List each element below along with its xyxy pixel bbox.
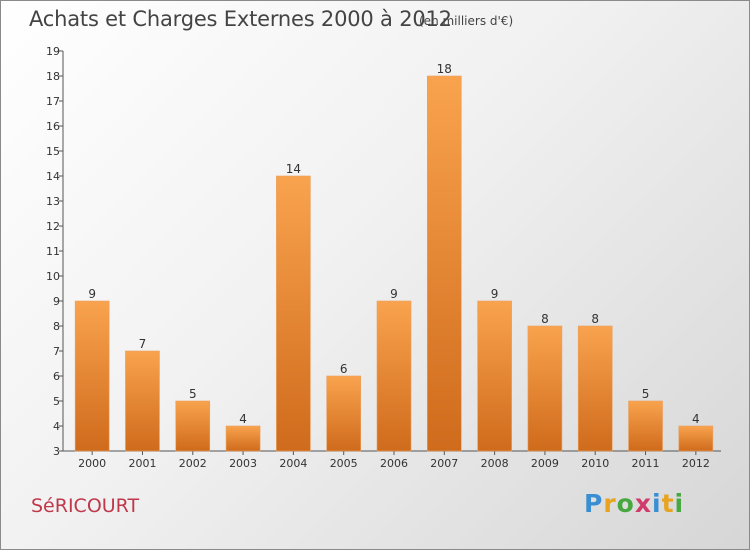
bar (628, 400, 663, 452)
y-tick-label: 4 (53, 420, 60, 433)
logo-letter: i (652, 489, 662, 518)
x-tick-label: 2002 (179, 457, 207, 470)
labels: 2000 9 2001 7 2002 5 2003 4 2004 14 2005 6 2006 9 2007… (78, 62, 710, 470)
bar (477, 300, 512, 452)
y-tick-label: 11 (46, 245, 60, 258)
bars (74, 75, 714, 452)
x-tick-label: 2001 (128, 457, 156, 470)
y-tick-label: 15 (46, 145, 60, 158)
bar (527, 325, 563, 452)
y-tick-label: 17 (46, 95, 60, 108)
data-label: 5 (189, 387, 197, 401)
data-label: 9 (491, 287, 499, 301)
data-label: 18 (437, 62, 452, 76)
chart-subtitle: (en milliers d'€) (419, 14, 514, 28)
data-label: 6 (340, 362, 348, 376)
data-label: 4 (692, 412, 700, 426)
chart-title: Achats et Charges Externes 2000 à 2012 (29, 7, 452, 31)
logo-letter: P (584, 489, 604, 518)
x-tick-label: 2005 (330, 457, 358, 470)
logo-letter: r (603, 489, 617, 518)
data-label: 4 (239, 412, 247, 426)
x-tick-label: 2010 (581, 457, 609, 470)
x-tick-label: 2004 (279, 457, 307, 470)
x-tick-label: 2012 (682, 457, 710, 470)
x-tick-label: 2011 (632, 457, 660, 470)
x-tick-label: 2008 (481, 457, 509, 470)
proxiti-logo: Proxiti (584, 489, 684, 518)
bar (225, 425, 261, 452)
y-tick-label: 19 (46, 45, 60, 58)
x-tick-label: 2007 (430, 457, 458, 470)
data-label: 9 (88, 287, 96, 301)
x-tick-label: 2003 (229, 457, 257, 470)
y-tick-label: 9 (53, 295, 60, 308)
data-label: 8 (541, 312, 549, 326)
x-tick-label: 2000 (78, 457, 106, 470)
bar (376, 300, 412, 452)
data-label: 9 (390, 287, 398, 301)
logo-letter: o (616, 489, 635, 518)
y-tick-label: 3 (53, 445, 60, 458)
commune-name: SéRICOURT (31, 495, 140, 517)
logo-letter: i (674, 489, 685, 518)
bar (276, 175, 311, 452)
bar (175, 400, 211, 452)
logo-letter: t (661, 489, 675, 518)
x-tick-label: 2009 (531, 457, 559, 470)
bar (577, 325, 613, 452)
x-tick-label: 2006 (380, 457, 408, 470)
y-tick-label: 8 (53, 320, 60, 333)
data-label: 7 (139, 337, 147, 351)
bar (427, 75, 462, 452)
data-label: 14 (286, 162, 301, 176)
bar (74, 300, 110, 452)
y-tick-label: 14 (46, 170, 60, 183)
y-tick-label: 5 (53, 395, 60, 408)
logo-letter: x (634, 489, 652, 518)
y-tick-label: 16 (46, 120, 60, 133)
data-label: 8 (591, 312, 599, 326)
y-tick-label: 7 (53, 345, 60, 358)
data-label: 5 (642, 387, 650, 401)
y-tick-label: 12 (46, 220, 60, 233)
y-tick-label: 13 (46, 195, 60, 208)
bar (125, 350, 160, 452)
y-tick-label: 18 (46, 70, 60, 83)
bar (678, 425, 714, 452)
y-tick-label: 10 (46, 270, 60, 283)
y-tick-label: 6 (53, 370, 60, 383)
bar (326, 375, 361, 452)
